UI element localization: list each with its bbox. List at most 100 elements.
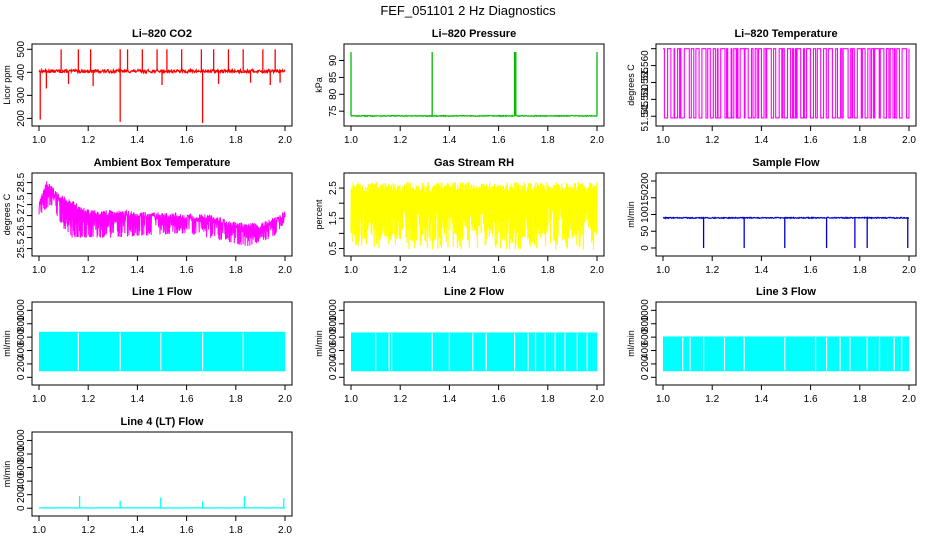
plot-frame (343, 43, 605, 127)
y-tick-label: 80 (328, 88, 339, 100)
x-tick-label: 1.4 (442, 135, 456, 146)
y-tick-label: 150 (640, 189, 651, 206)
y-tick-label: 1000 (640, 299, 651, 322)
y-tick-label: 0 (16, 505, 27, 511)
y-axis-label: degrees C (626, 64, 636, 106)
y-tick-label: 200 (328, 355, 339, 372)
chart-line1: Line 1 Flow ml/min 1.0 1.2 1.4 1.6 1.8 2.0 0 2004… (2, 286, 293, 405)
x-tick-label: 1.4 (442, 394, 456, 405)
flow-band (663, 336, 909, 372)
plot-frame (655, 301, 917, 386)
x-tick-label: 2.0 (278, 265, 292, 276)
chart-line4: Line 4 (LT) Flow ml/min 1.0 1.2 1.4 1.6 1.8 2.0… (2, 416, 293, 536)
y-tick-label: 2.5 (328, 181, 339, 195)
x-tick-label: 1.6 (492, 394, 506, 405)
plot-frame (343, 172, 605, 257)
x-tick-label: 2.0 (278, 525, 292, 536)
plot-frame (31, 431, 293, 517)
x-tick-label: 1.6 (180, 265, 194, 276)
y-tick-label: 200 (16, 355, 27, 372)
x-tick-label: 1.8 (229, 394, 243, 405)
x-tick-label: 1.6 (804, 265, 818, 276)
y-tick-label: 0 (640, 374, 651, 380)
x-tick-label: 1.2 (81, 525, 95, 536)
x-tick-label: 1.2 (393, 265, 407, 276)
y-tick-label: 27.5 (16, 194, 27, 214)
y-tick-label: 400 (328, 342, 339, 359)
y-tick-label: 400 (16, 64, 27, 81)
y-tick-label: 200 (640, 172, 651, 189)
y-tick-label: 800 (16, 445, 27, 462)
x-tick-label: 1.2 (705, 394, 719, 405)
y-tick-label: 51.550 (640, 84, 651, 115)
x-tick-label: 1.8 (229, 265, 243, 276)
x-tick-label: 1.2 (81, 394, 95, 405)
y-tick-label: 400 (16, 342, 27, 359)
y-tick-label: 1000 (16, 429, 27, 452)
y-axis-label: ml/min (626, 330, 636, 357)
x-tick-label: 1.0 (656, 394, 670, 405)
series-sample_flow (663, 216, 910, 248)
x-tick-label: 1.4 (130, 265, 144, 276)
x-tick-label: 1.8 (853, 394, 867, 405)
y-tick-label: 600 (328, 328, 339, 345)
y-tick-label: 1000 (16, 299, 27, 322)
chart-line2: Line 2 Flow ml/min 1.0 1.2 1.4 1.6 1.8 2.0 0 2004… (314, 286, 605, 405)
x-tick-label: 1.6 (180, 394, 194, 405)
series-line3 (663, 336, 909, 372)
y-tick-label: 100 (640, 206, 651, 223)
series-line2 (351, 332, 597, 372)
y-tick-label: 600 (16, 328, 27, 345)
series-line (38, 181, 286, 247)
x-tick-label: 1.2 (81, 135, 95, 146)
x-tick-label: 2.0 (902, 135, 916, 146)
series-line (350, 182, 598, 250)
y-tick-label: 90 (328, 55, 339, 67)
y-tick-label: 75 (328, 105, 339, 117)
chart-title: Sample Flow (752, 157, 820, 169)
y-tick-label: 1.5 (328, 211, 339, 225)
y-tick-label: 500 (16, 41, 27, 58)
x-tick-label: 1.4 (754, 265, 768, 276)
y-tick-label: 0 (328, 374, 339, 380)
x-tick-label: 1.6 (492, 135, 506, 146)
y-axis-label: ml/min (314, 330, 324, 357)
x-tick-label: 2.0 (902, 265, 916, 276)
x-tick-label: 1.0 (656, 135, 670, 146)
y-tick-label: 400 (640, 342, 651, 359)
y-tick-label: 300 (16, 87, 27, 104)
chart-title: Line 4 (LT) Flow (121, 416, 204, 428)
x-tick-label: 1.2 (705, 265, 719, 276)
series-line (351, 114, 598, 118)
y-tick-label: 1000 (328, 299, 339, 322)
y-tick-label: 25.5 (16, 238, 27, 258)
x-tick-label: 1.4 (130, 525, 144, 536)
plot-frame (31, 172, 293, 257)
chart-licor_temp: Li–820 Temperature degrees C 1.0 1.2 1.4 1.6 1… (626, 28, 917, 146)
x-tick-label: 1.8 (853, 265, 867, 276)
x-tick-label: 1.8 (229, 525, 243, 536)
y-tick-label: 400 (16, 472, 27, 489)
x-tick-label: 1.8 (229, 135, 243, 146)
series-box_temp (38, 181, 286, 247)
plot-frame (343, 301, 605, 386)
series-co2 (38, 49, 286, 123)
chart-sample_flow: Sample Flow ml/min 1.0 1.2 1.4 1.6 1.8 2.0 0 50 10… (626, 157, 917, 276)
x-tick-label: 1.0 (344, 135, 358, 146)
y-tick-label: 51.560 (640, 50, 651, 81)
x-tick-label: 1.2 (393, 135, 407, 146)
chart-pressure: Li–820 Pressure kPa 1.0 1.2 1.4 1.6 1.8 2.0 75 80… (314, 28, 605, 146)
y-axis-label: Licor ppm (2, 65, 12, 105)
y-axis-label: kPa (314, 77, 324, 93)
plot-frame (655, 43, 917, 127)
x-tick-label: 1.8 (853, 135, 867, 146)
y-tick-label: 50 (640, 225, 651, 237)
x-tick-label: 1.0 (344, 265, 358, 276)
x-tick-label: 1.0 (32, 525, 46, 536)
chart-title: Li–820 CO2 (132, 28, 192, 40)
flow-band (39, 331, 285, 372)
y-tick-label: 0 (640, 245, 651, 251)
chart-co2: Li–820 CO2 Licor ppm 1.0 1.2 1.4 1.6 1.8 2.0 200… (2, 28, 293, 146)
y-tick-label: 600 (640, 328, 651, 345)
